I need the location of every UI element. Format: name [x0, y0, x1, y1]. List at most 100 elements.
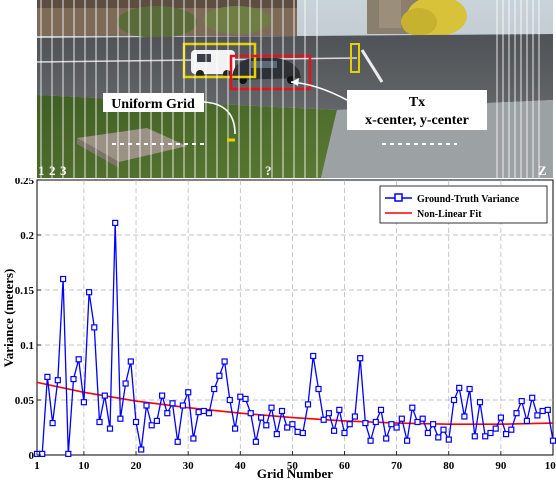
y-tick-label: 0.15 — [15, 285, 35, 297]
ground-truth-point — [159, 392, 166, 399]
tx-callout-subtitle: x-center, y-center — [365, 113, 469, 128]
ground-truth-point — [320, 416, 327, 423]
ground-truth-point — [221, 358, 228, 365]
ground-truth-point — [513, 410, 520, 417]
ground-truth-point — [383, 435, 390, 442]
ground-truth-point — [284, 424, 291, 431]
ground-truth-point — [539, 407, 546, 415]
ground-truth-point — [232, 425, 239, 432]
ground-truth-point — [127, 358, 134, 365]
x-tick-label: 40 — [235, 460, 247, 472]
ground-truth-point — [299, 429, 306, 437]
ground-truth-point — [54, 377, 61, 384]
ground-truth-point — [101, 392, 108, 399]
grid-index-3: 3 — [60, 163, 67, 178]
x-tick-label: 90 — [495, 460, 507, 472]
ground-truth-point — [195, 409, 202, 416]
ground-truth-point — [132, 418, 140, 426]
ground-truth-point — [273, 431, 280, 438]
ground-truth-point — [503, 431, 510, 438]
ground-truth-series — [33, 219, 556, 457]
x-tick-label: 70 — [391, 460, 403, 472]
ground-truth-point — [529, 394, 536, 401]
ground-truth-point — [445, 436, 452, 443]
ground-truth-point — [315, 385, 322, 393]
ground-truth-point — [304, 401, 312, 408]
ground-truth-point — [471, 433, 478, 440]
detection-box-car — [229, 54, 312, 91]
ground-truth-point — [268, 404, 275, 411]
x-tick-label: 1 — [34, 460, 40, 472]
ground-truth-point — [143, 402, 150, 409]
ground-truth-point — [226, 396, 233, 404]
ground-truth-point — [205, 410, 213, 417]
ground-truth-point — [450, 396, 458, 404]
legend-box — [379, 185, 548, 224]
grid-index-last: Z — [538, 163, 547, 178]
x-tick-label: 30 — [183, 460, 195, 472]
ground-truth-point — [153, 417, 160, 424]
ground-truth-point — [440, 426, 447, 433]
fit-series — [36, 381, 554, 425]
ground-truth-point — [106, 425, 114, 432]
ground-truth-point — [49, 420, 56, 427]
ground-truth-point — [289, 421, 296, 428]
y-axis-label: Variance (meters) — [1, 269, 16, 368]
ground-truth-point — [497, 414, 504, 421]
ground-truth-point — [325, 410, 332, 417]
x-tick-label: 60 — [339, 460, 351, 472]
x-tick-label: 100 — [545, 460, 556, 472]
ground-truth-point — [65, 450, 72, 457]
ground-truth-point — [456, 384, 463, 391]
tx-callout-box — [347, 90, 487, 130]
ground-truth-point — [341, 429, 348, 437]
ground-truth-point — [294, 428, 301, 435]
ground-truth-point — [404, 437, 411, 444]
ground-truth-point — [242, 395, 249, 402]
ground-truth-point — [544, 406, 551, 413]
ground-truth-point — [435, 434, 442, 441]
grid-index-middle: ? — [265, 163, 272, 178]
ground-truth-point — [117, 415, 124, 422]
ground-truth-point — [179, 402, 186, 409]
ground-truth-point — [414, 418, 421, 426]
ground-truth-point — [424, 429, 431, 437]
ground-truth-point — [190, 435, 197, 442]
legend-ground-truth-label: Ground-Truth Variance — [417, 194, 520, 205]
grid-index-1: 1 — [38, 163, 45, 178]
grid-callout-arrow — [203, 101, 236, 135]
ground-truth-point — [164, 410, 171, 417]
ground-truth-point — [85, 289, 93, 296]
ground-truth-point — [96, 418, 103, 426]
ground-truth-point — [482, 433, 489, 440]
x-tick-label: 10 — [78, 460, 90, 472]
grid-callout-box — [103, 93, 204, 112]
tx-arrow-head-icon — [291, 78, 299, 86]
x-tick-label: 80 — [443, 460, 455, 472]
x-tick-labels: 1 10 20 30 40 50 60 70 80 90 100 — [34, 451, 556, 472]
scene-background — [37, 0, 553, 178]
ground-truth-point — [466, 385, 473, 393]
legend-fit-label: Non-Linear Fit — [417, 209, 482, 220]
ground-truth-point — [169, 400, 176, 407]
y-tick-labels: 0 0.05 0.1 0.15 0.2 0.25 — [15, 178, 41, 462]
ground-truth-point — [112, 219, 119, 227]
ground-truth-point — [185, 389, 192, 396]
street-scene-photo: Uniform Grid Tx x-center, y-center 1 2 3… — [37, 0, 553, 178]
y-tick-label: 0.05 — [15, 395, 35, 407]
x-axis-label: Grid Number — [257, 466, 333, 481]
ground-truth-point — [122, 380, 129, 387]
ground-truth-point — [419, 415, 426, 422]
uniform-grid-overlay — [40, 0, 540, 178]
ground-truth-point — [487, 429, 494, 437]
ground-truth-point — [523, 417, 531, 424]
ground-truth-point — [388, 421, 395, 428]
ground-truth-point — [430, 421, 437, 428]
fit-line — [36, 381, 554, 425]
ground-truth-point — [377, 406, 385, 413]
ground-truth-point — [372, 418, 379, 426]
ground-truth-point — [59, 275, 67, 283]
y-tick-label: 0.2 — [20, 230, 34, 242]
ground-truth-point — [80, 399, 88, 406]
ground-truth-point — [461, 413, 468, 420]
